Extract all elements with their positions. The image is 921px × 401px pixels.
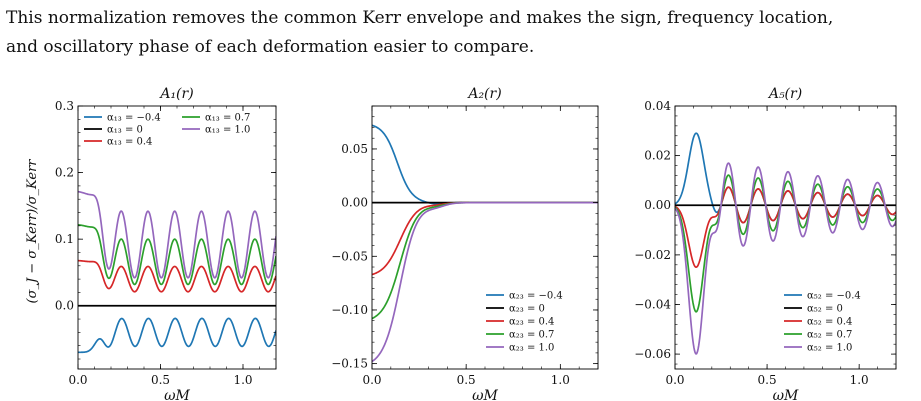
y-axis-label: (σ_J − σ_Kerr)/σ_Kerr [25, 159, 40, 304]
x-tick-label: 1.0 [850, 373, 869, 387]
y-tick-label: −0.05 [331, 249, 368, 263]
series-line-4 [78, 190, 276, 279]
x-tick-label: 0.0 [68, 373, 87, 387]
legend-label: α₁₃ = 0 [107, 125, 143, 136]
legend-label: α₂₃ = 0.7 [509, 330, 554, 341]
series-line-2 [78, 259, 276, 293]
legend-label: α₂₃ = 0 [509, 304, 545, 315]
x-tick-label: 0.5 [457, 373, 476, 387]
y-tick-label: 0.0 [55, 299, 74, 313]
x-tick-label: 0.0 [665, 373, 684, 387]
paragraph-line-1: This normalization removes the common Ke… [6, 8, 834, 28]
series-line-0 [372, 124, 598, 205]
series-line-4 [372, 201, 598, 363]
plot-area [78, 190, 276, 354]
y-tick-label: 0.04 [644, 99, 671, 113]
legend-label: α₅₂ = 0 [807, 304, 843, 315]
y-tick-label: −0.06 [634, 347, 671, 361]
series-line-3 [675, 174, 896, 313]
x-axis-label: ωM [773, 388, 799, 401]
body-paragraph: This normalization removes the common Ke… [6, 4, 918, 62]
chart-title: A₅(r) [767, 86, 802, 102]
legend-label: α₂₃ = 0.4 [509, 317, 554, 328]
y-tick-label: 0.1 [55, 232, 74, 246]
x-tick-label: 0.0 [362, 373, 381, 387]
x-tick-label: 0.5 [758, 373, 777, 387]
chart-title: A₁(r) [158, 86, 193, 102]
x-axis-label: ωM [472, 388, 498, 401]
y-tick-label: 0.00 [644, 198, 671, 212]
legend-label: α₁₃ = 0.4 [107, 137, 152, 148]
plot-frame [371, 105, 599, 370]
chart-a5-svg: A₅(r) 0.0 0.5 1.0 −0.06 −0.04 −0.02 0.00 0.02 0.0… [634, 86, 897, 401]
legend-label: α₅₂ = −0.4 [807, 291, 861, 302]
legend-label: α₁₃ = 0.7 [205, 113, 250, 124]
series-line-0 [78, 317, 276, 354]
legend-label: α₅₂ = 0.7 [807, 330, 852, 341]
legend-label: α₅₂ = 0.4 [807, 317, 852, 328]
x-tick-label: 0.5 [151, 373, 170, 387]
chart-a2-svg: A₂(r) 0.0 0.5 1.0 −0.15 −0.10 −0.05 0.00 0.05 ωM α… [331, 86, 599, 401]
y-tick-label: 0.2 [55, 166, 74, 180]
chart-a1-svg: A₁(r) 0.0 0.5 1.0 0.0 0.1 0.2 0.3 ωM (σ_J − σ_Ker… [25, 86, 277, 401]
x-tick-label: 1.0 [233, 373, 252, 387]
series-line-3 [78, 223, 276, 286]
y-tick-label: −0.10 [331, 303, 368, 317]
chart-title: A₂(r) [466, 86, 501, 102]
chart-panel-a5: A₅(r) 0.0 0.5 1.0 −0.06 −0.04 −0.02 0.00 0.02 0.0… [610, 82, 910, 401]
x-tick-label: 1.0 [551, 373, 570, 387]
y-tick-label: 0.05 [341, 142, 368, 156]
plot-area [372, 124, 598, 363]
legend-label: α₅₂ = 1.0 [807, 343, 852, 354]
series-line-2 [675, 186, 896, 269]
legend-label: α₁₃ = 1.0 [205, 125, 250, 136]
y-tick-label: −0.15 [331, 357, 368, 371]
legend-label: α₁₃ = −0.4 [107, 113, 161, 124]
y-tick-label: −0.04 [634, 297, 671, 311]
y-tick-label: −0.02 [634, 248, 671, 262]
paragraph-line-2: and oscillatory phase of each deformatio… [6, 37, 535, 57]
series-line-4 [675, 162, 896, 355]
x-axis-label: ωM [164, 388, 190, 401]
y-tick-label: 0.00 [341, 196, 368, 210]
legend-label: α₂₃ = −0.4 [509, 291, 563, 302]
series-line-2 [372, 201, 598, 276]
chart-panel-a2: A₂(r) 0.0 0.5 1.0 −0.15 −0.10 −0.05 0.00 0.05 ωM α… [310, 82, 610, 401]
y-tick-label: 0.02 [644, 149, 671, 163]
chart-panel-a1: A₁(r) 0.0 0.5 1.0 0.0 0.1 0.2 0.3 ωM (σ_J − σ_Ker… [0, 82, 300, 401]
legend-label: α₂₃ = 1.0 [509, 343, 554, 354]
plot-area [675, 132, 896, 355]
y-tick-label: 0.3 [55, 99, 74, 113]
